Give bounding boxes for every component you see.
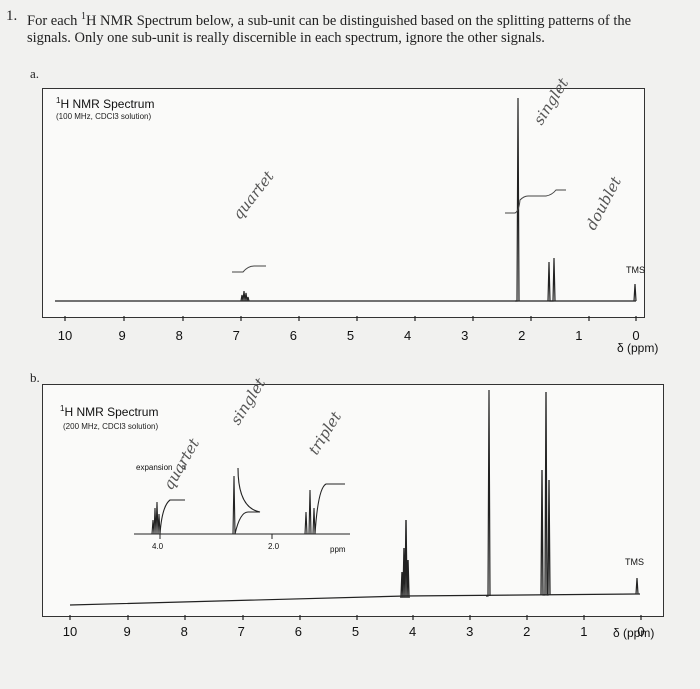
- spectrum-b-baseline: [69, 593, 641, 606]
- question-text-rest: H NMR Spectrum below, a sub-unit can be …: [27, 12, 632, 46]
- spectrum-a-tick-4: 4: [403, 328, 412, 343]
- spectrum-a-tick-2: 2: [518, 328, 526, 343]
- spectrum-a-tick-6: 6: [289, 328, 298, 343]
- spectrum-a-title: 1H NMR Spectrum: [56, 96, 154, 111]
- spectrum-b-tick-8: 8: [180, 624, 188, 639]
- spectrum-b-tick-4: 4: [408, 624, 417, 639]
- spectrum-b-tick-6: 6: [294, 624, 303, 639]
- spectrum-a-tick-1: 1: [575, 328, 583, 343]
- spectrum-a-plot: [55, 97, 637, 321]
- spectrum-a-title-sup: 1: [56, 96, 61, 105]
- spectrum-a-tick-7: 7: [232, 328, 240, 343]
- spectrum-a-tick-9: 9: [118, 328, 126, 343]
- part-b-label: b.: [30, 370, 40, 385]
- question-text-sup: 1: [80, 11, 86, 22]
- spectrum-b-plot: [69, 389, 642, 620]
- spectrum-a-tms-peak: [633, 283, 637, 302]
- question-text: For each 1H NMR Spectrum below, a sub-un…: [27, 8, 667, 47]
- inset-ticks: [159, 534, 273, 539]
- inset-tick-2: 2.0: [268, 542, 280, 551]
- inset-singlet: [230, 467, 261, 535]
- spectrum-b-triplet-peak: [540, 391, 551, 596]
- spectrum-b-singlet-peak: [486, 389, 491, 597]
- spectrum-a-integration-2: [505, 189, 566, 214]
- inset-tick-4: 4.0: [152, 542, 164, 551]
- spectrum-b-tick-0: 0: [637, 624, 645, 639]
- spectrum-b-title-sup: 1: [60, 404, 65, 413]
- spectrum-a-tick-8: 8: [175, 328, 183, 343]
- spectrum-b-unit: δ (ppm): [613, 626, 655, 640]
- spectrum-a-frame: [42, 88, 645, 318]
- spectrum-b-tick-1: 1: [580, 624, 588, 639]
- inset-triplet: [304, 483, 345, 535]
- question-text-start: For each: [27, 12, 81, 29]
- spectrum-a-tick-0: 0: [632, 328, 640, 343]
- inset-tick-ppm: ppm: [330, 545, 346, 554]
- spectrum-b-frame: [42, 384, 664, 617]
- spectrum-a-quartet-peak: [240, 290, 250, 302]
- spectrum-a-tms-label: TMS: [626, 265, 645, 275]
- spectrum-b-tick-9: 9: [123, 624, 131, 639]
- spectrum-b-tick-5: 5: [351, 624, 360, 639]
- spectrum-b-subtitle: (200 MHz, CDCl3 solution): [63, 422, 159, 431]
- spectrum-b-tms-label: TMS: [625, 557, 644, 567]
- spectrum-a-tick-10: 10: [57, 328, 73, 343]
- spectrum-b-tick-10: 10: [62, 624, 78, 639]
- spectrum-a-subtitle: (100 MHz, CDCl3 solution): [56, 112, 152, 121]
- spectrum-a-singlet-peak: [515, 97, 520, 302]
- inset-quartet: [151, 499, 185, 535]
- spectrum-b-tick-marks: [69, 615, 642, 620]
- spectrum-a-doublet-peak: [547, 257, 556, 302]
- spectrum-b-title: 1H NMR Spectrum: [60, 404, 158, 419]
- spectrum-a-unit: δ (ppm): [617, 341, 659, 355]
- spectrum-b-expansion-label: expansion: [136, 463, 173, 472]
- spectrum-a-tick-3: 3: [461, 328, 469, 343]
- spectrum-b-tick-7: 7: [237, 624, 245, 639]
- spectrum-a-tick-5: 5: [346, 328, 355, 343]
- spectrum-a-integration-1: [232, 265, 266, 273]
- spectrum-b-tms-peak: [635, 577, 639, 595]
- spectrum-a-tick-marks: [64, 316, 637, 321]
- spectrum-b-tick-3: 3: [466, 624, 474, 639]
- spectrum-b-title-text: H NMR Spectrum: [64, 405, 159, 419]
- spectrum-b-tick-2: 2: [523, 624, 531, 639]
- question-number: 1.: [6, 8, 18, 24]
- spectrum-a-title-text: H NMR Spectrum: [60, 97, 155, 111]
- expansion-bracket: [182, 465, 186, 470]
- part-a-label: a.: [30, 66, 40, 81]
- spectrum-b-quartet-peak: [400, 519, 410, 599]
